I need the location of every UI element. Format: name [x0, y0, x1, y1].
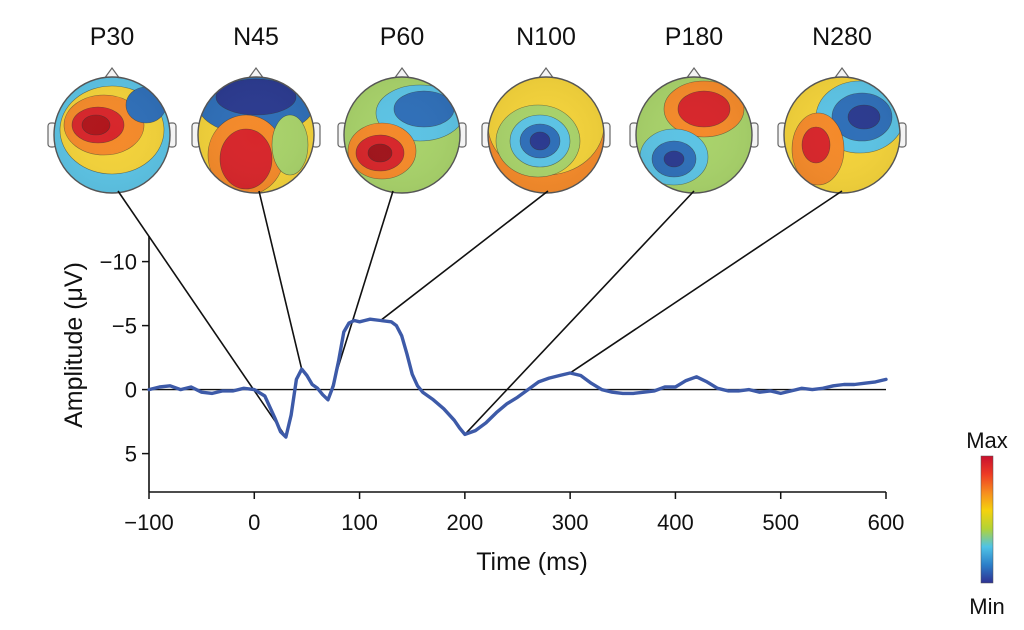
connector-n100	[380, 190, 549, 322]
y-tick-label: 5	[125, 442, 137, 467]
y-tick-label: 0	[125, 378, 137, 403]
x-tick-label: 500	[762, 510, 799, 535]
topomap-p30: P30	[47, 23, 177, 194]
head-nose	[537, 66, 555, 80]
component-label-n280: N280	[812, 23, 872, 51]
erp-waveform	[147, 317, 888, 439]
head-outline	[53, 76, 171, 194]
connector-p180	[464, 190, 695, 435]
head-nose	[103, 66, 121, 80]
colorbar-gradient	[980, 455, 994, 584]
plot-area: −10 −5 0 5 −100 0 100 200 300 400 500 600 Time (ms…	[60, 236, 904, 576]
head-nose	[393, 66, 411, 80]
colorbar-min-label: Min	[969, 594, 1004, 619]
colorbar-max-label: Max	[966, 428, 1008, 453]
y-axis-title: Amplitude (μV)	[60, 262, 88, 428]
y-tick-label: −5	[112, 314, 137, 339]
x-axis-ticks: −100 0 100 200 300 400 500 600	[124, 492, 904, 535]
head-nose	[685, 66, 703, 80]
y-axis-ticks: −10 −5 0 5	[100, 250, 149, 467]
x-tick-label: −100	[124, 510, 174, 535]
component-label-p180: P180	[665, 23, 723, 51]
x-tick-label: 0	[248, 510, 260, 535]
component-connectors	[117, 190, 843, 438]
head-outline	[783, 76, 901, 194]
x-tick-label: 100	[341, 510, 378, 535]
component-label-p60: P60	[380, 23, 424, 51]
connector-p30	[117, 190, 287, 438]
head-nose	[833, 66, 851, 80]
x-tick-label: 300	[552, 510, 589, 535]
component-label-p30: P30	[90, 23, 134, 51]
topomap-n45: N45	[191, 23, 321, 194]
topomap-row: P30 N45 P60 N100 P180 N280	[47, 23, 907, 194]
head-outline	[343, 76, 461, 194]
topomap-n280: N280	[777, 23, 907, 194]
topomap-n100: N100	[481, 23, 611, 194]
connector-n280	[569, 190, 843, 374]
connector-n45	[258, 190, 303, 370]
x-tick-label: 600	[868, 510, 905, 535]
x-tick-label: 400	[657, 510, 694, 535]
y-tick-label: −10	[100, 250, 137, 275]
topomap-p60: P60	[337, 23, 467, 194]
x-tick-label: 200	[446, 510, 483, 535]
component-label-n45: N45	[233, 23, 279, 51]
component-label-n100: N100	[516, 23, 576, 51]
colorbar: Max Min	[966, 428, 1008, 619]
head-outline	[635, 76, 753, 194]
head-outline	[197, 76, 315, 194]
head-nose	[247, 66, 265, 80]
topomap-p180: P180	[629, 23, 759, 194]
x-axis-title: Time (ms)	[476, 548, 588, 576]
